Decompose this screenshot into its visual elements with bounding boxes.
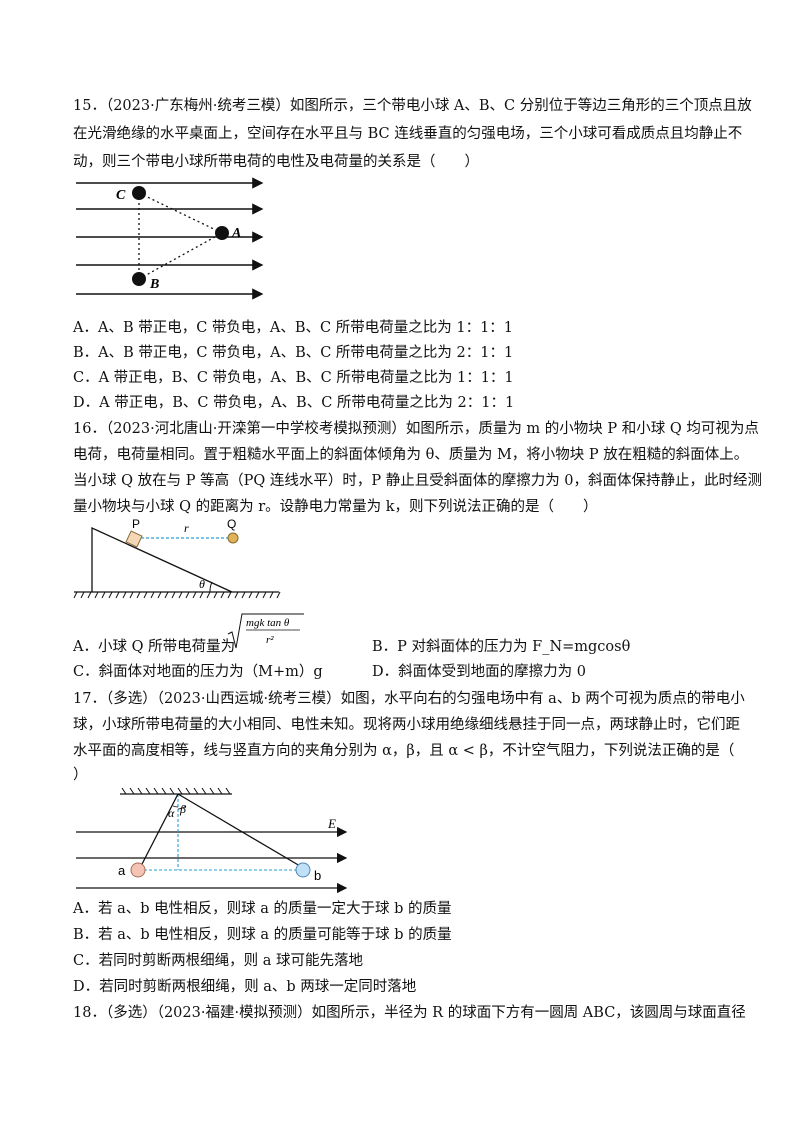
ball-b — [295, 862, 311, 878]
ball-a — [215, 226, 229, 240]
q17-stem-line4: ） — [73, 767, 88, 783]
q16-stem-line2: 电荷，电荷量相同。置于粗糙水平面上的斜面体倾角为 θ、质量为 M，将小物块 P … — [73, 447, 749, 463]
q17-option-c: C．若同时剪断两根细绳，则 a 球可能先落地 — [73, 953, 363, 969]
q17-stem-line3: 水平面的高度相等，线与竖直方向的夹角分别为 α，β，且 α < β，不计空气阻力… — [73, 743, 735, 759]
q16-stem-line4: 量小物块与小球 Q 的距离为 r。设静电力常量为 k，则下列说法正确的是（ ） — [73, 499, 598, 515]
label-r: r — [184, 521, 189, 535]
q17-option-d: D．若同时剪断两根细绳，则 a、b 两球一定同时落地 — [73, 979, 417, 995]
q15-stem-line1: 15．（2023·广东梅州·统考三模）如图所示，三个带电小球 A、B、C 分别位… — [73, 98, 752, 114]
q17-stem-line2: 球，小球所带电荷量的大小相同、电性未知。现将两小球用绝缘细线悬挂于同一点，两球静… — [73, 717, 740, 733]
q16-option-a: A．小球 Q 所带电荷量为 — [73, 637, 235, 657]
label-beta: β — [179, 802, 186, 816]
q16-stem-line1: 16．（2023·河北唐山·开滦第一中学校考模拟预测）如图所示，质量为 m 的小… — [73, 421, 759, 437]
q16-stem-line3: 当小球 Q 放在与 P 等高（PQ 连线水平）时，P 静止且受斜面体的摩擦力为 … — [73, 473, 763, 489]
string-b — [177, 793, 301, 867]
q15-option-b: B．A、B 带正电，C 带负电，A、B、C 所带电荷量之比为 2：1：1 — [73, 345, 514, 361]
label-a: a — [118, 863, 126, 878]
q16-option-a-formula: mgk tan θ r² — [227, 613, 304, 649]
label-p: P — [132, 517, 140, 531]
q15-stem-line2: 在光滑绝缘的水平桌面上，空间存在水平且与 BC 连线垂直的匀强电场，三个小球可看… — [73, 126, 743, 142]
q16-option-c: C．斜面体对地面的压力为（M+m）g — [73, 664, 323, 680]
q15-figure: C A B — [76, 177, 264, 300]
q15-option-d: D．A 带正电，B、C 带负电，A、B、C 所带电荷量之比为 2：1：1 — [73, 395, 515, 411]
svg-text:mgk tan θ: mgk tan θ — [246, 617, 290, 629]
q15-option-a: A．A、B 带正电，C 带负电，A、B、C 所带电荷量之比为 1：1：1 — [73, 320, 514, 336]
string-a — [139, 793, 179, 869]
q16-option-a-text: A．小球 Q 所带电荷量为 — [73, 639, 236, 655]
label-a: A — [231, 226, 241, 241]
label-e: E — [327, 816, 336, 831]
label-c: C — [116, 188, 126, 203]
ball-b — [132, 272, 146, 286]
ball-c — [132, 186, 146, 200]
q15-stem-line3: 动，则三个带电小球所带电荷的电性及电荷量的关系是（ ） — [73, 154, 479, 170]
q17-stem-line1: 17．（多选）（2023·山西运城·统考三模）如图，水平向右的匀强电场中有 a、… — [73, 691, 745, 707]
ball-q — [227, 532, 239, 544]
q17-option-b: B．若 a、b 电性相反，则球 a 的质量可能等于球 b 的质量 — [73, 927, 452, 943]
label-alpha: α — [168, 806, 175, 820]
q15-option-c: C．A 带正电，B、C 带负电，A、B、C 所带电荷量之比为 1：1：1 — [73, 370, 514, 386]
label-b: b — [314, 868, 321, 883]
q18-stem-line1: 18．（多选）（2023·福建·模拟预测）如图所示，半径为 R 的球面下方有一圆… — [73, 1005, 746, 1021]
label-q: Q — [227, 517, 236, 531]
svg-text:r²: r² — [266, 634, 274, 646]
q17-figure: α β E a b — [76, 787, 348, 894]
q17-option-a: A．若 a、b 电性相反，则球 a 的质量一定大于球 b 的质量 — [73, 901, 452, 917]
q16-option-d: D．斜面体受到地面的摩擦力为 0 — [372, 664, 586, 680]
q16-option-b: B．P 对斜面体的压力为 F_N=mgcosθ — [372, 639, 631, 655]
q16-figure: P r Q θ — [73, 517, 281, 599]
label-b: B — [149, 277, 159, 292]
label-theta: θ — [199, 577, 205, 591]
block-p — [125, 530, 143, 548]
ball-a — [130, 862, 146, 878]
incline — [91, 526, 233, 593]
